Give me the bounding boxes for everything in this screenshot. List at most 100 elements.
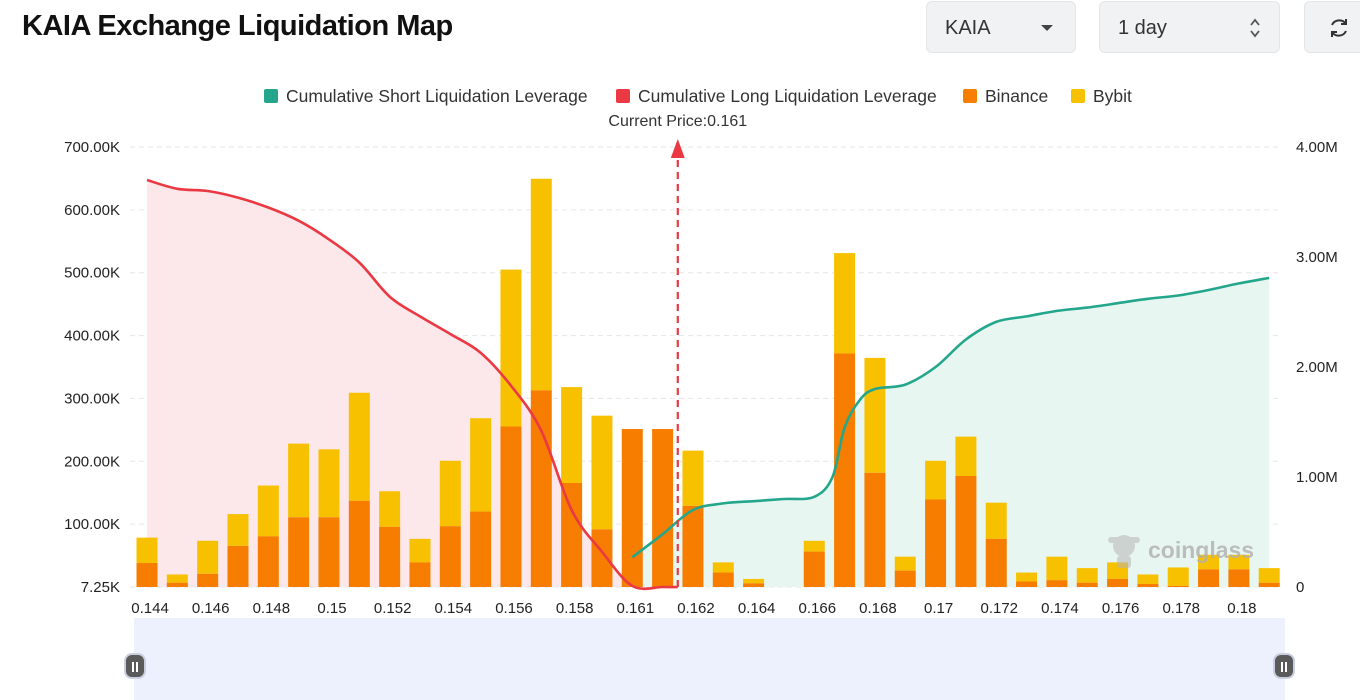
- cumulative-lines: [146, 178, 1270, 591]
- bybit-bar: [894, 556, 916, 571]
- current-price-marker: Current Price:0.161: [608, 113, 747, 587]
- bybit-bar: [591, 415, 613, 530]
- bybit-bar: [925, 460, 947, 500]
- bybit-bar: [1167, 567, 1189, 586]
- legend-label: Cumulative Short Liquidation Leverage: [286, 86, 588, 106]
- x-tick-label: 0.152: [374, 600, 412, 615]
- x-tick-label: 0.15: [317, 600, 346, 615]
- x-tick-label: 0.17: [924, 600, 953, 615]
- bybit-bar: [470, 418, 492, 512]
- x-tick-label: 0.162: [677, 600, 715, 615]
- bybit-bar: [803, 540, 825, 552]
- x-tick-label: 0.158: [556, 600, 594, 615]
- bybit-bar: [1258, 568, 1280, 583]
- binance-bar: [955, 476, 977, 587]
- bybit-bar: [1137, 574, 1159, 584]
- bybit-bar: [985, 502, 1007, 539]
- x-tick-label: 0.172: [980, 600, 1018, 615]
- binance-bar: [1228, 569, 1250, 587]
- liquidation-chart: Cumulative Short Liquidation Leverage Cum…: [64, 86, 1338, 615]
- binance-bar: [166, 582, 188, 587]
- y-left-tick-label: 300.00K: [64, 390, 120, 407]
- binance-bar: [803, 551, 825, 587]
- binance-bar: [197, 573, 219, 587]
- y-right-tick-label: 2.00M: [1296, 359, 1338, 376]
- bybit-bar: [409, 538, 431, 563]
- binance-bar: [1258, 582, 1280, 587]
- bybit-bar: [1076, 568, 1098, 583]
- time-range-select[interactable]: 1 day: [1099, 1, 1280, 53]
- binance-bar: [318, 517, 340, 587]
- legend-label: Binance: [985, 86, 1048, 106]
- binance-bar: [379, 526, 401, 587]
- binance-bar: [591, 529, 613, 587]
- x-tick-label: 0.146: [192, 600, 230, 615]
- x-tick-label: 0.176: [1102, 600, 1140, 615]
- short-cumulative-line: [631, 276, 1270, 559]
- bybit-bar: [1046, 556, 1068, 581]
- binance-bar: [1167, 585, 1189, 587]
- binance-bar: [439, 526, 461, 587]
- chart-axes: 7.25K 100.00K 200.00K 300.00K 400.00K 500.00K…: [64, 139, 1338, 615]
- bybit-bar: [682, 450, 704, 506]
- binance-bar: [409, 562, 431, 587]
- logo-shape: [1117, 556, 1131, 568]
- binance-bar: [652, 429, 674, 587]
- bybit-bar: [288, 443, 310, 518]
- y-left-tick-label: 700.00K: [64, 139, 120, 156]
- bybit-bar: [955, 436, 977, 477]
- binance-bar: [1107, 578, 1129, 587]
- cumulative-areas: [147, 180, 1270, 589]
- bybit-bar: [1016, 572, 1038, 582]
- x-tick-label: 0.154: [435, 600, 473, 615]
- coinglass-watermark: coinglass: [1108, 535, 1254, 568]
- long-cumulative-line: [146, 178, 678, 591]
- exchange-bars: [136, 178, 1280, 587]
- bybit-bar: [712, 562, 734, 573]
- binance-bar: [136, 563, 158, 587]
- asset-select-value: KAIA: [945, 17, 991, 39]
- binance-bar: [288, 517, 310, 587]
- bybit-bar: [561, 387, 583, 483]
- range-slider-left-handle[interactable]: [124, 653, 146, 679]
- y-left-tick-label: 7.25K: [81, 579, 120, 596]
- binance-bar: [227, 545, 249, 587]
- up-down-chevron-icon: [1250, 18, 1260, 38]
- binance-bar: [1137, 583, 1159, 587]
- range-slider[interactable]: [134, 618, 1285, 700]
- asset-select[interactable]: KAIA: [926, 1, 1076, 53]
- bybit-bar: [530, 178, 552, 391]
- binance-bar: [985, 538, 1007, 587]
- x-tick-label: 0.174: [1041, 600, 1079, 615]
- y-right-tick-label: 4.00M: [1296, 139, 1338, 156]
- bybit-bar: [136, 537, 158, 564]
- range-slider-right-handle[interactable]: [1273, 653, 1295, 679]
- y-right-tick-label: 1.00M: [1296, 469, 1338, 486]
- y-left-tick-label: 100.00K: [64, 516, 120, 533]
- y-left-tick-label: 400.00K: [64, 328, 120, 345]
- bybit-bar: [318, 449, 340, 518]
- refresh-button[interactable]: [1304, 1, 1360, 53]
- binance-bar: [1198, 569, 1220, 587]
- x-tick-label: 0.18: [1227, 600, 1256, 615]
- binance-bar: [925, 499, 947, 587]
- x-tick-label: 0.161: [617, 600, 655, 615]
- short-cumulative-area: [632, 277, 1270, 587]
- time-range-select-value: 1 day: [1118, 17, 1167, 39]
- bybit-bar: [439, 460, 461, 527]
- chevron-down-icon: [1041, 25, 1053, 31]
- watermark-text: coinglass: [1148, 537, 1254, 563]
- binance-bar: [1046, 580, 1068, 587]
- bybit-bar: [834, 253, 856, 354]
- binance-bar: [621, 429, 643, 587]
- y-left-tick-label: 200.00K: [64, 453, 120, 470]
- refresh-icon: [1331, 19, 1347, 37]
- bybit-bar: [379, 491, 401, 527]
- y-left-tick-label: 600.00K: [64, 202, 120, 219]
- binance-bar: [834, 353, 856, 587]
- binance-bar: [894, 570, 916, 587]
- y-right-tick-label: 0: [1296, 579, 1304, 596]
- bybit-bar: [864, 357, 886, 473]
- coinglass-logo-icon: [1108, 535, 1140, 568]
- binance-bar: [561, 482, 583, 587]
